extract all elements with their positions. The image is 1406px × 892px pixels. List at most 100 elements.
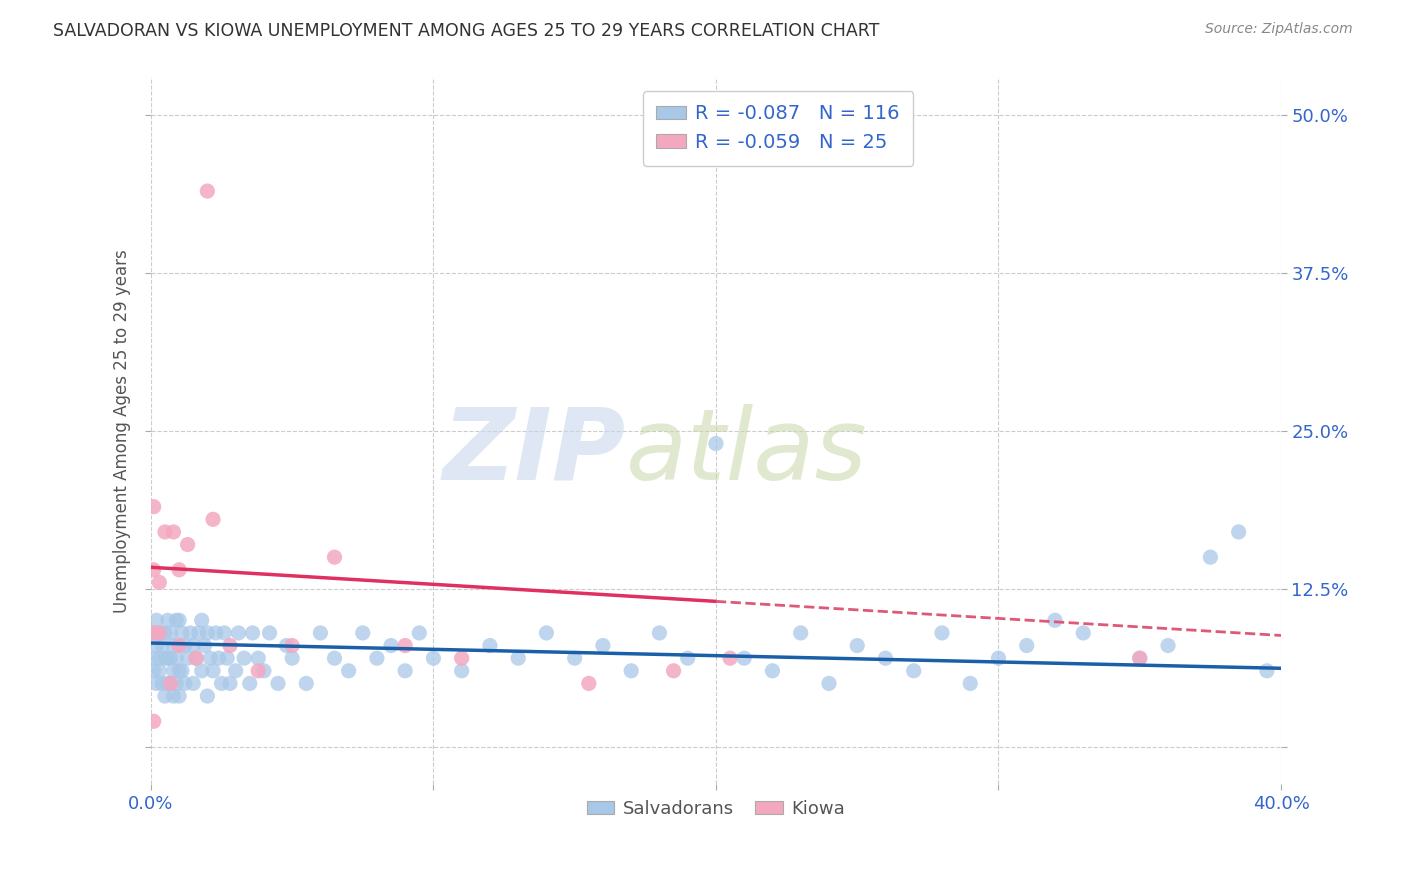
Point [676,651,699,665]
Point [450,651,472,665]
Point [142,563,165,577]
Point [309,626,332,640]
Point [394,664,416,678]
Point [202,512,225,526]
Point [733,651,755,665]
Point [1043,613,1066,627]
Point [1199,550,1222,565]
Point [247,664,270,678]
Point [167,664,190,678]
Point [323,550,346,565]
Point [170,626,193,640]
Point [162,524,184,539]
Point [205,626,228,640]
Point [217,651,239,665]
Point [156,676,179,690]
Point [176,651,198,665]
Point [578,676,600,690]
Point [903,664,925,678]
Point [931,626,953,640]
Point [662,664,685,678]
Point [1129,651,1152,665]
Y-axis label: Unemployment Among Ages 25 to 29 years: Unemployment Among Ages 25 to 29 years [114,249,131,613]
Point [148,664,170,678]
Point [153,524,176,539]
Point [959,676,981,690]
Text: Source: ZipAtlas.com: Source: ZipAtlas.com [1205,22,1353,37]
Text: ZIP: ZIP [443,404,626,500]
Point [987,651,1010,665]
Point [181,639,204,653]
Point [153,651,176,665]
Point [592,639,614,653]
Point [167,689,190,703]
Point [225,664,247,678]
Point [142,626,165,640]
Point [150,676,173,690]
Point [142,664,165,678]
Point [159,676,181,690]
Point [170,664,193,678]
Point [276,639,298,653]
Point [1015,639,1038,653]
Point [200,651,222,665]
Point [142,626,165,640]
Point [162,664,184,678]
Point [167,639,190,653]
Point [145,676,167,690]
Point [148,626,170,640]
Legend: Salvadorans, Kiowa: Salvadorans, Kiowa [579,792,852,825]
Point [159,676,181,690]
Point [718,651,741,665]
Point [295,676,318,690]
Point [620,664,643,678]
Point [380,639,402,653]
Point [190,613,212,627]
Point [239,676,262,690]
Point [202,664,225,678]
Point [214,626,236,640]
Point [176,537,198,551]
Point [267,676,290,690]
Point [142,500,165,514]
Point [761,664,783,678]
Point [195,184,218,198]
Point [422,651,444,665]
Point [219,676,242,690]
Point [190,664,212,678]
Point [179,626,201,640]
Point [159,626,181,640]
Point [564,651,586,665]
Point [1071,626,1094,640]
Point [162,639,184,653]
Point [165,676,187,690]
Point [818,676,841,690]
Text: atlas: atlas [626,404,868,500]
Point [159,651,181,665]
Point [846,639,869,653]
Point [150,639,173,653]
Point [142,714,165,729]
Point [181,676,204,690]
Point [173,676,195,690]
Point [242,626,264,640]
Point [195,689,218,703]
Point [193,639,215,653]
Point [173,639,195,653]
Point [228,626,250,640]
Point [337,664,360,678]
Point [366,651,388,665]
Point [233,651,256,665]
Point [153,689,176,703]
Point [394,639,416,653]
Point [508,651,530,665]
Point [247,651,270,665]
Point [1157,639,1180,653]
Point [195,626,218,640]
Point [184,651,207,665]
Point [704,436,727,450]
Point [142,651,165,665]
Point [281,639,304,653]
Point [148,651,170,665]
Point [167,613,190,627]
